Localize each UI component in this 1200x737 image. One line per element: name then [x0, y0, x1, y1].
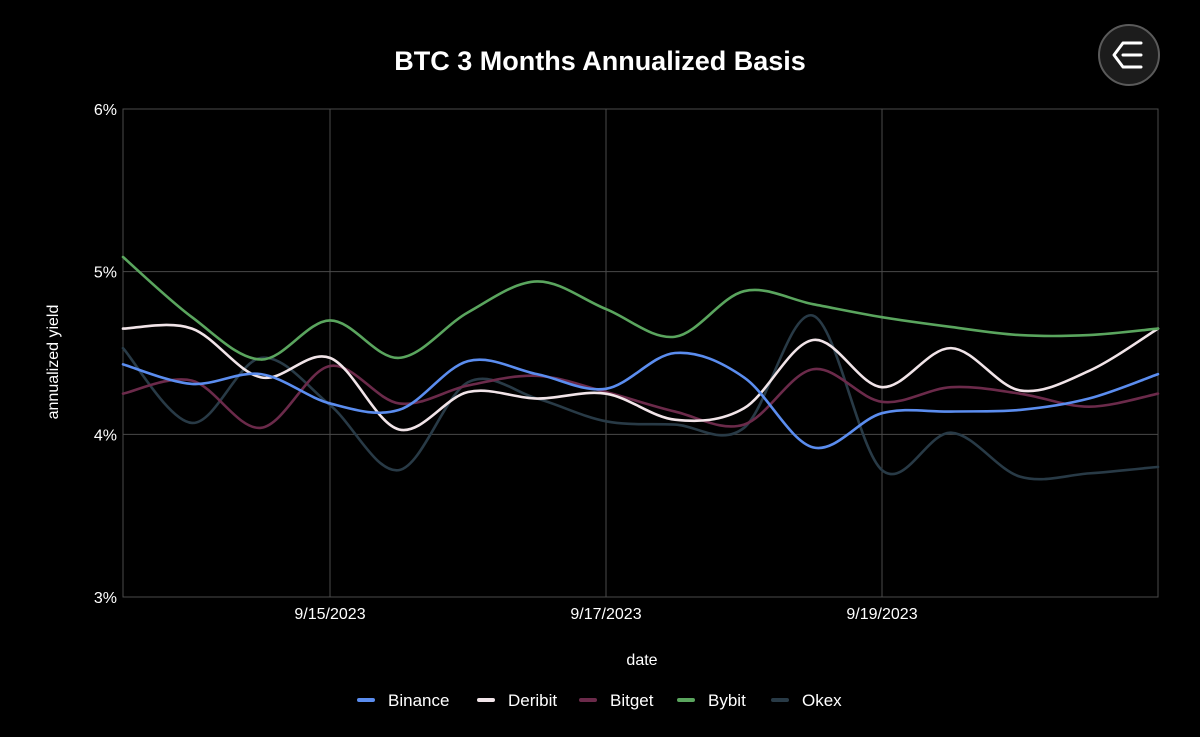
x-tick-label: 9/17/2023	[570, 606, 641, 623]
series-line-bybit	[121, 255, 1160, 361]
x-tick-label: 9/19/2023	[846, 606, 917, 623]
legend-label-deribit[interactable]: Deribit	[508, 691, 557, 710]
x-axis-label: date	[626, 652, 657, 669]
y-axis-label: annualized yield	[45, 305, 62, 420]
y-axis-ticks: 3% 4% 5% 6%	[94, 102, 117, 607]
series-line-okex	[121, 314, 1160, 481]
x-tick-label: 9/15/2023	[294, 606, 365, 623]
legend-label-okex[interactable]: Okex	[802, 691, 842, 710]
grid	[122, 108, 1159, 598]
legend-label-bitget[interactable]: Bitget	[610, 691, 654, 710]
series-line-deribit	[121, 323, 1160, 432]
sigma-logo-button[interactable]	[1098, 24, 1160, 86]
y-tick-label: 3%	[94, 590, 117, 607]
y-tick-label: 4%	[94, 427, 117, 444]
series-lines	[121, 255, 1160, 481]
legend-label-bybit[interactable]: Bybit	[708, 691, 746, 710]
series-line-binance	[121, 351, 1160, 450]
y-tick-label: 6%	[94, 102, 117, 119]
sigma-icon	[1112, 41, 1143, 69]
y-tick-label: 5%	[94, 265, 117, 282]
chart-title: BTC 3 Months Annualized Basis	[394, 46, 806, 76]
legend-label-binance[interactable]: Binance	[388, 691, 449, 710]
legend: Binance Deribit Bitget Bybit Okex	[357, 691, 842, 710]
series-line-bitget	[121, 364, 1160, 430]
x-axis-ticks: 9/15/2023 9/17/2023 9/19/2023	[294, 606, 917, 623]
